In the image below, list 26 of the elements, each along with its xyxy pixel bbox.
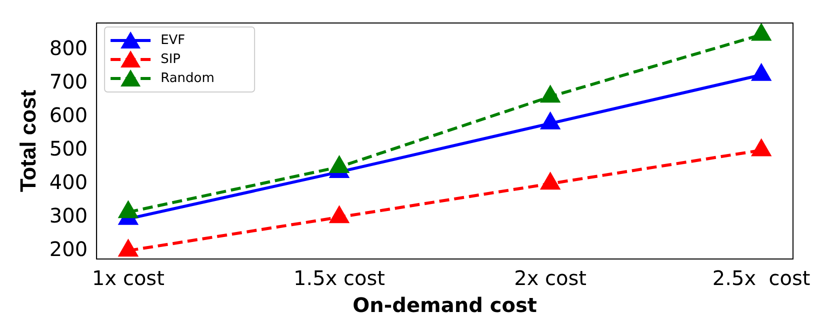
point xyxy=(118,239,138,257)
point xyxy=(540,112,560,130)
point xyxy=(540,172,560,190)
y-tick-label: 400 xyxy=(49,170,88,194)
legend-label: Random xyxy=(160,70,214,86)
point xyxy=(329,206,350,224)
x-tick-label: 1.5x cost xyxy=(294,266,386,290)
x-tick-label: 2x cost xyxy=(514,266,587,290)
legend-label: EVF xyxy=(160,32,186,48)
point xyxy=(751,63,772,81)
y-tick-label: 500 xyxy=(49,136,88,160)
x-tick-label: 1x cost xyxy=(92,266,165,290)
legend-label: SIP xyxy=(160,52,181,67)
point xyxy=(540,85,560,103)
x-axis-title: On-demand cost xyxy=(352,293,538,318)
y-tick-label: 600 xyxy=(49,102,88,127)
point xyxy=(751,23,772,41)
x-tick-label: 2.5x cost xyxy=(712,266,810,290)
y-tick-label: 300 xyxy=(49,203,88,228)
point xyxy=(751,138,772,156)
y-tick-label: 800 xyxy=(49,36,88,60)
point xyxy=(329,155,350,173)
y-tick-label: 200 xyxy=(49,236,88,261)
point xyxy=(118,200,138,218)
y-tick-label: 700 xyxy=(49,69,88,94)
y-axis-title: Total cost xyxy=(15,89,40,192)
